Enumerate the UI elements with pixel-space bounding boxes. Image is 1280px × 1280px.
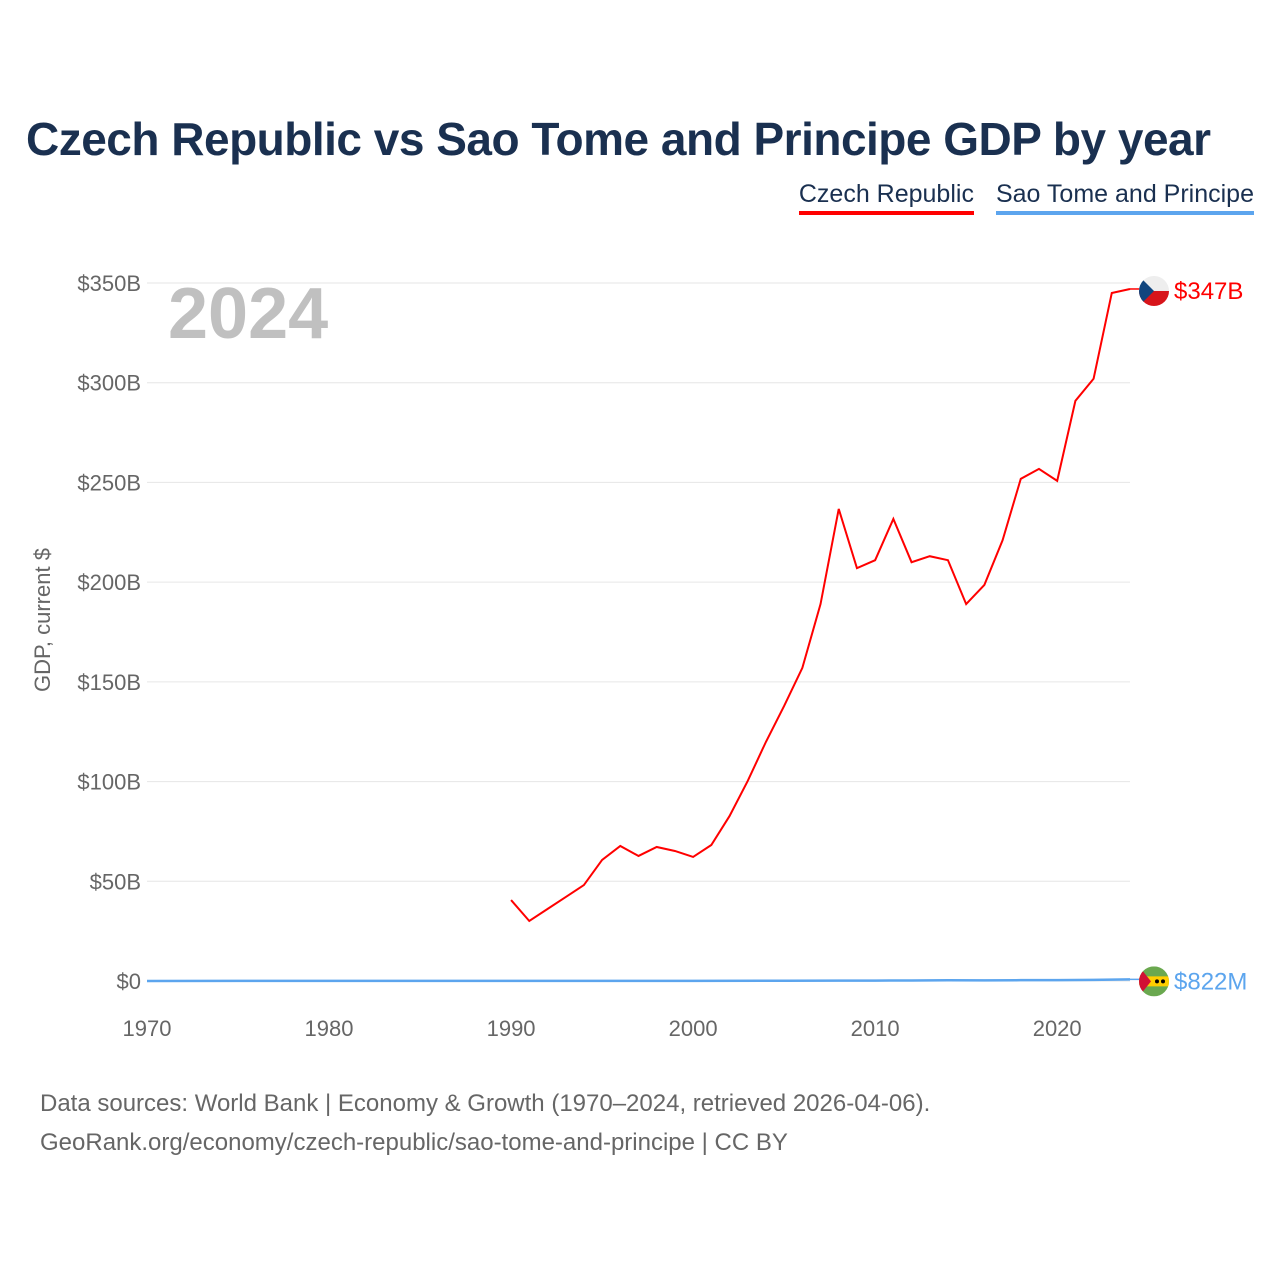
flag-yellow bbox=[1139, 976, 1169, 987]
flag-body bbox=[1139, 966, 1169, 997]
czech-republic-line bbox=[510, 288, 1131, 923]
y-tick-label: $0 bbox=[117, 969, 141, 994]
source-line-2[interactable]: GeoRank.org/economy/czech-republic/sao-t… bbox=[40, 1129, 788, 1156]
flag-blue bbox=[1139, 275, 1154, 306]
y-tick-label: $200B bbox=[77, 570, 141, 595]
legend-sao-tome[interactable]: Sao Tome and Principe bbox=[995, 180, 1254, 215]
source-line-1: Data sources: World Bank | Economy & Gro… bbox=[40, 1090, 931, 1117]
chart-title: Czech Republic vs Sao Tome and Principe … bbox=[26, 113, 1211, 165]
y-tick-label: $50B bbox=[90, 869, 141, 894]
sao-tome-line bbox=[146, 978, 1131, 983]
legend-czech-republic[interactable]: Czech Republic bbox=[798, 180, 974, 215]
y-tick-label: $350B bbox=[77, 271, 141, 296]
end-value-label: $822M bbox=[1174, 968, 1247, 995]
x-tick-label: 1980 bbox=[305, 1016, 354, 1041]
year-label: 2024 bbox=[168, 274, 328, 354]
x-tick-label: 2010 bbox=[851, 1016, 900, 1041]
y-tick-label: $100B bbox=[77, 770, 141, 795]
y-tick-label: $150B bbox=[77, 670, 141, 695]
flag-star bbox=[1161, 979, 1165, 984]
x-tick-label: 1990 bbox=[487, 1016, 536, 1041]
source-note: Data sources: World Bank | Economy & Gro… bbox=[40, 1084, 930, 1162]
legend: Czech Republic Sao Tome and Principe bbox=[798, 180, 1254, 215]
y-axis-label: GDP, current $ bbox=[30, 548, 55, 692]
flag-red bbox=[1139, 966, 1151, 997]
end-value-label: $347B bbox=[1174, 278, 1243, 305]
x-tick-label: 2020 bbox=[1033, 1016, 1082, 1041]
flag-star bbox=[1155, 979, 1159, 984]
y-tick-label: $250B bbox=[77, 470, 141, 495]
sao-tome-flag-icon bbox=[1139, 966, 1169, 997]
x-tick-label: 2000 bbox=[669, 1016, 718, 1041]
flag-body bbox=[1139, 275, 1169, 306]
y-tick-label: $300B bbox=[77, 371, 141, 396]
czech-flag-icon bbox=[1139, 275, 1169, 306]
x-tick-label: 1970 bbox=[123, 1016, 172, 1041]
